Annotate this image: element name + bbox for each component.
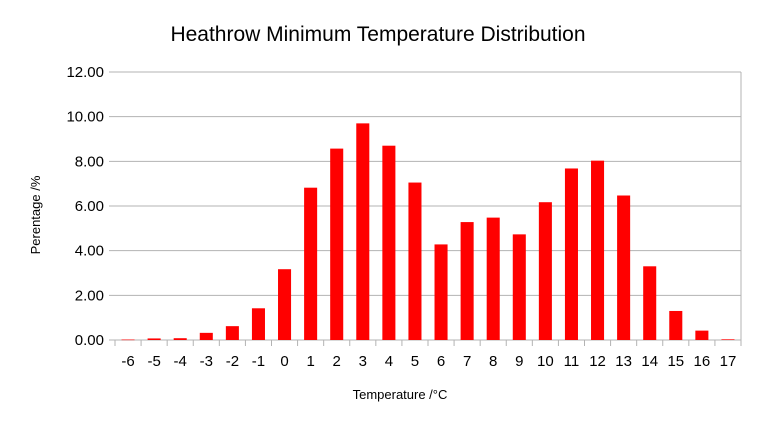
bar: [643, 266, 657, 340]
x-tick-label: 4: [385, 353, 393, 370]
x-tick-label: 6: [437, 353, 445, 370]
x-tick-label: 0: [280, 353, 288, 370]
x-tick-label: -4: [174, 353, 187, 370]
x-tick-label: -2: [226, 353, 239, 370]
x-tick-label: 8: [489, 353, 497, 370]
y-tick-label: 8.00: [75, 153, 104, 170]
x-tick-label: -5: [147, 353, 160, 370]
y-tick-label: 0.00: [75, 332, 104, 349]
bar: [225, 326, 239, 340]
y-tick-label: 12.00: [66, 64, 104, 81]
bar: [486, 217, 500, 340]
x-tick-label: 7: [463, 353, 471, 370]
x-tick-label: 11: [564, 353, 580, 370]
x-tick-label: 14: [641, 353, 658, 370]
bar: [121, 339, 135, 341]
bar: [304, 187, 318, 340]
bar: [434, 244, 448, 340]
x-tick-label: -3: [200, 353, 213, 370]
bar: [147, 338, 161, 340]
y-tick-label: 2.00: [75, 287, 104, 304]
x-tick-label: 1: [306, 353, 314, 370]
bar: [460, 222, 474, 340]
bar: [356, 123, 370, 340]
x-tick-label: 3: [359, 353, 367, 370]
bar: [382, 145, 396, 340]
x-tick-label: 13: [615, 353, 632, 370]
bar: [251, 308, 265, 340]
x-tick-label: 17: [720, 353, 737, 370]
bar: [330, 148, 344, 340]
y-tick-label: 4.00: [75, 243, 104, 260]
bar: [617, 195, 631, 340]
bar: [695, 330, 709, 340]
x-tick-label: 12: [589, 353, 606, 370]
x-tick-label: 9: [515, 353, 523, 370]
x-tick-labels: -6 -5 -4 -3 -2 -1 0 1 2 3 4 5 6 7 8 9 10 11 12 13 14 15 16 17: [121, 353, 736, 370]
bar: [278, 269, 292, 340]
x-tick-label: 16: [694, 353, 711, 370]
bar: [591, 160, 605, 340]
bar: [669, 310, 683, 340]
x-tick-label: 5: [411, 353, 419, 370]
x-tick-label: 10: [537, 353, 554, 370]
bar: [173, 338, 187, 340]
y-tick-labels: 0.00 2.00 4.00 6.00 8.00 10.00 12.00: [66, 64, 104, 349]
y-tick-label: 6.00: [75, 198, 104, 215]
bars: [121, 123, 735, 341]
x-tick-label: 15: [667, 353, 684, 370]
bar: [199, 332, 213, 340]
y-tick-label: 10.00: [66, 109, 104, 126]
x-tick-label: -1: [252, 353, 265, 370]
chart-title: Heathrow Minimum Temperature Distributio…: [170, 23, 585, 46]
bar: [408, 182, 422, 340]
y-axis-label: Perentage /%: [28, 175, 43, 254]
bar: [512, 234, 526, 340]
bar: [564, 168, 578, 340]
axes: [114, 340, 742, 346]
bar: [538, 202, 552, 340]
x-tick-label: 2: [333, 353, 341, 370]
bar: [721, 339, 735, 340]
gridlines: [109, 71, 742, 341]
x-axis-label: Temperature /°C: [353, 387, 448, 402]
x-tick-label: -6: [121, 353, 134, 370]
